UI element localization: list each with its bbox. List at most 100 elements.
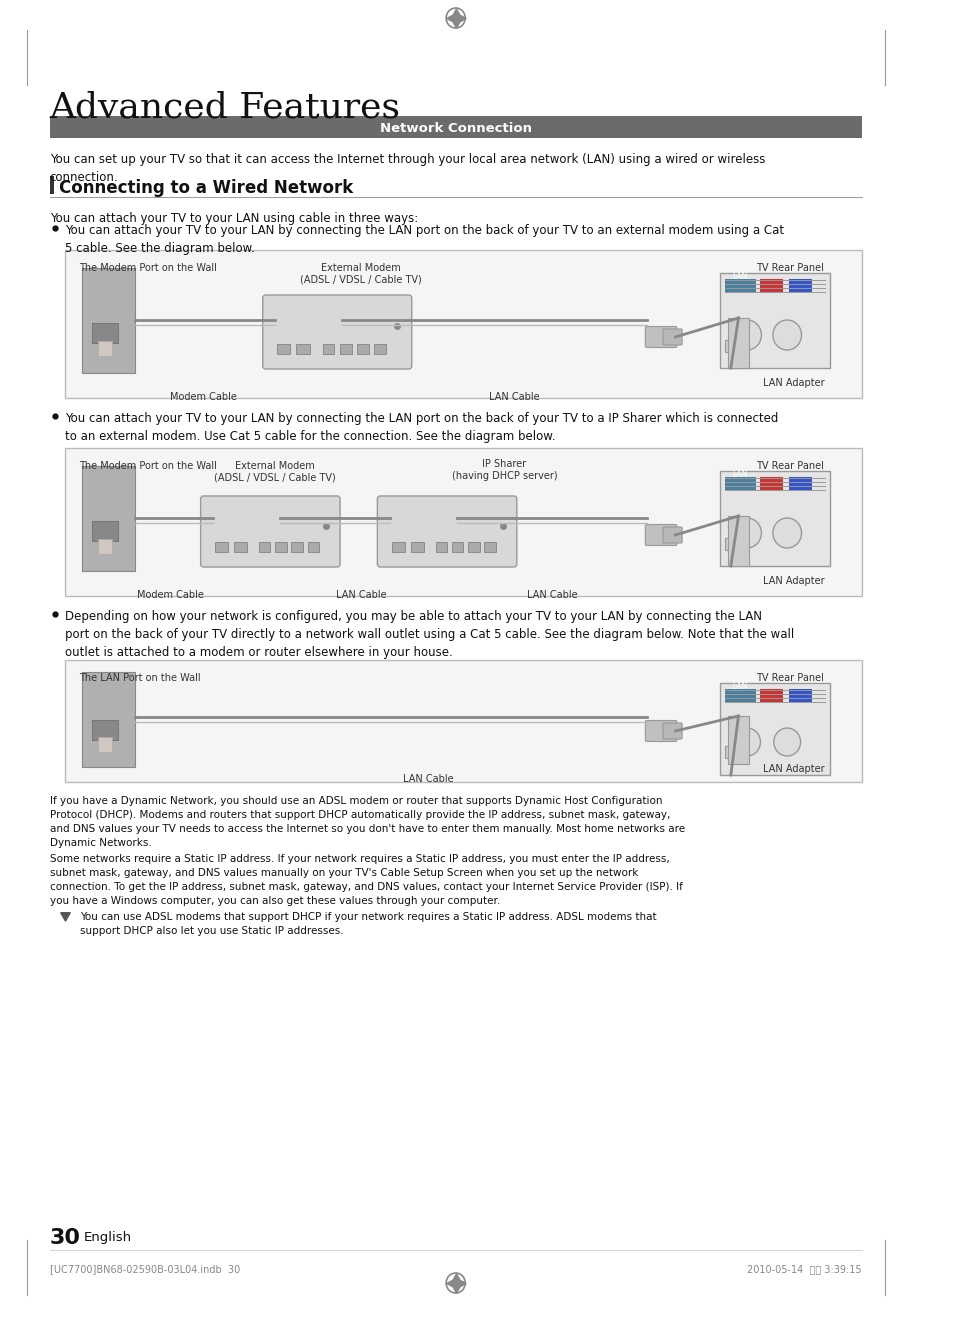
Text: You can use ADSL modems that support DHCP if your network requires a Static IP a: You can use ADSL modems that support DHC… xyxy=(80,911,657,937)
Text: The LAN Port on the Wall: The LAN Port on the Wall xyxy=(79,672,201,683)
Bar xyxy=(375,343,386,354)
Text: LAN Adapter: LAN Adapter xyxy=(762,378,824,388)
FancyBboxPatch shape xyxy=(662,723,681,738)
Bar xyxy=(258,542,270,552)
Text: IP Sharer
(having DHCP server): IP Sharer (having DHCP server) xyxy=(451,458,557,481)
Bar xyxy=(392,542,405,552)
Text: The Modem Port on the Wall: The Modem Port on the Wall xyxy=(79,461,217,472)
Bar xyxy=(82,466,134,571)
FancyBboxPatch shape xyxy=(200,495,340,567)
Bar xyxy=(724,746,743,758)
Bar xyxy=(65,660,861,782)
Circle shape xyxy=(733,728,760,756)
Bar xyxy=(724,477,755,490)
Bar xyxy=(91,324,118,343)
Bar xyxy=(91,720,118,740)
FancyBboxPatch shape xyxy=(662,527,681,543)
Text: 30: 30 xyxy=(50,1229,81,1248)
Text: LAN Cable: LAN Cable xyxy=(402,774,453,783)
Text: You can attach your TV to your LAN by connecting the LAN port on the back of you: You can attach your TV to your LAN by co… xyxy=(65,225,783,255)
Bar xyxy=(727,716,748,764)
Bar xyxy=(98,737,112,752)
Bar xyxy=(214,542,228,552)
Bar xyxy=(720,683,829,775)
Bar xyxy=(98,341,112,355)
Bar xyxy=(724,690,755,701)
Text: Network Connection: Network Connection xyxy=(379,122,531,135)
FancyBboxPatch shape xyxy=(262,295,412,369)
Bar xyxy=(788,690,811,701)
FancyBboxPatch shape xyxy=(644,524,676,546)
Text: LAN: LAN xyxy=(732,470,747,480)
Text: TV Rear Panel: TV Rear Panel xyxy=(756,263,823,273)
Text: Modem Cable: Modem Cable xyxy=(136,590,203,600)
Text: You can attach your TV to your LAN using cable in three ways:: You can attach your TV to your LAN using… xyxy=(50,211,417,225)
Text: External Modem
(ADSL / VDSL / Cable TV): External Modem (ADSL / VDSL / Cable TV) xyxy=(300,263,421,284)
Bar xyxy=(82,672,134,768)
Bar xyxy=(788,279,811,292)
Text: LAN: LAN xyxy=(732,682,747,691)
Bar xyxy=(91,520,118,542)
Bar xyxy=(307,542,318,552)
Text: If you have a Dynamic Network, you should use an ADSL modem or router that suppo: If you have a Dynamic Network, you shoul… xyxy=(50,797,684,848)
Bar xyxy=(276,343,290,354)
FancyBboxPatch shape xyxy=(377,495,517,567)
Circle shape xyxy=(772,518,801,548)
Circle shape xyxy=(772,320,801,350)
Text: You can attach your TV to your LAN by connecting the LAN port on the back of you: You can attach your TV to your LAN by co… xyxy=(65,412,778,443)
Text: [UC7700]BN68-02590B-03L04.indb  30: [UC7700]BN68-02590B-03L04.indb 30 xyxy=(50,1264,239,1273)
Bar xyxy=(788,477,811,490)
Text: LAN Adapter: LAN Adapter xyxy=(762,764,824,774)
Bar xyxy=(760,279,782,292)
FancyBboxPatch shape xyxy=(662,329,681,345)
Text: Some networks require a Static IP address. If your network requires a Static IP : Some networks require a Static IP addres… xyxy=(50,853,681,906)
Text: 2010-05-14  오후 3:39:15: 2010-05-14 오후 3:39:15 xyxy=(746,1264,861,1273)
Text: TV Rear Panel: TV Rear Panel xyxy=(756,672,823,683)
Text: English: English xyxy=(84,1231,132,1244)
Bar xyxy=(340,343,352,354)
Text: External Modem
(ADSL / VDSL / Cable TV): External Modem (ADSL / VDSL / Cable TV) xyxy=(214,461,335,482)
Bar xyxy=(468,542,479,552)
Bar xyxy=(484,542,496,552)
Bar xyxy=(727,517,748,565)
Text: Modem Cable: Modem Cable xyxy=(170,392,236,402)
Text: Depending on how your network is configured, you may be able to attach your TV t: Depending on how your network is configu… xyxy=(65,610,794,659)
Bar xyxy=(233,542,247,552)
Text: You can set up your TV so that it can access the Internet through your local are: You can set up your TV so that it can ac… xyxy=(50,153,764,184)
Bar xyxy=(98,539,112,553)
Bar xyxy=(295,343,309,354)
Bar xyxy=(50,176,54,194)
Text: Connecting to a Wired Network: Connecting to a Wired Network xyxy=(59,180,354,197)
FancyBboxPatch shape xyxy=(644,720,676,741)
Bar xyxy=(724,538,743,550)
Bar xyxy=(760,477,782,490)
Circle shape xyxy=(773,728,800,756)
Bar xyxy=(724,339,743,351)
Bar xyxy=(291,542,302,552)
Bar xyxy=(724,279,755,292)
Bar xyxy=(727,318,748,369)
Bar xyxy=(411,542,424,552)
Bar xyxy=(436,542,447,552)
Text: Advanced Features: Advanced Features xyxy=(50,90,400,124)
Bar xyxy=(65,250,861,398)
Text: LAN Cable: LAN Cable xyxy=(488,392,538,402)
Bar xyxy=(82,268,134,373)
Bar xyxy=(322,343,334,354)
Text: LAN Cable: LAN Cable xyxy=(526,590,577,600)
FancyBboxPatch shape xyxy=(644,326,676,347)
Bar xyxy=(274,542,286,552)
Circle shape xyxy=(732,518,760,548)
Circle shape xyxy=(732,320,760,350)
Bar xyxy=(720,472,829,565)
Bar xyxy=(760,690,782,701)
Bar xyxy=(65,448,861,596)
Text: TV Rear Panel: TV Rear Panel xyxy=(756,461,823,472)
Text: The Modem Port on the Wall: The Modem Port on the Wall xyxy=(79,263,217,273)
Bar xyxy=(720,273,829,369)
Bar xyxy=(452,542,463,552)
Bar xyxy=(50,116,861,137)
Text: LAN: LAN xyxy=(732,272,747,281)
Text: LAN Adapter: LAN Adapter xyxy=(762,576,824,587)
Bar xyxy=(357,343,369,354)
